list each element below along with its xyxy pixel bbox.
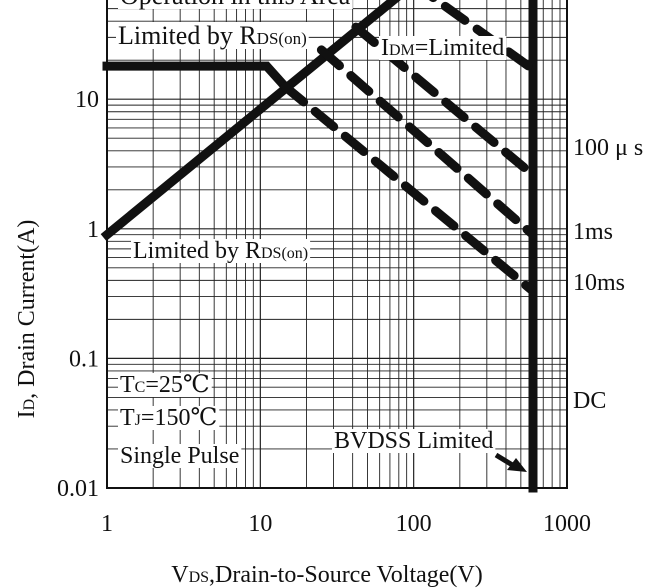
y-tick-label: 0.01 <box>57 476 99 502</box>
annotation-rds-mid-bg <box>131 239 311 263</box>
series-line <box>428 0 538 74</box>
series-line <box>102 61 292 93</box>
annotation-operation-bg <box>118 0 353 9</box>
series-line <box>280 82 538 296</box>
plot-border <box>106 0 568 489</box>
x-tick-label: 10 <box>248 511 272 537</box>
annotation-bvdss: BVDSS Limited <box>334 428 493 454</box>
annotation-idm: IDM=Limited <box>381 35 504 61</box>
x-tick-label: 100 <box>396 511 432 537</box>
y-tick-label: 1 <box>87 217 99 243</box>
annotation-tj-bg <box>118 406 220 430</box>
annotation-single-pulse: Single Pulse <box>120 443 239 469</box>
arrow-shaft <box>494 452 516 469</box>
x-axis-title: VDS,Drain-to-Source Voltage(V) <box>171 562 483 588</box>
annotation-bvdss-bg <box>332 429 496 453</box>
y-tick-label: 0.1 <box>69 346 99 372</box>
x-tick-label: 1000 <box>543 511 591 537</box>
x-tick-label: 1 <box>101 511 113 537</box>
series-layer <box>100 0 538 493</box>
series-line <box>316 45 538 240</box>
y-axis-title: ID, Drain Current(A) <box>14 220 40 419</box>
curve-label-lbl100us: 100 μ s <box>573 135 643 161</box>
annotation-rds-top-bg <box>116 22 309 49</box>
curve-label-lblDC: DC <box>573 388 606 414</box>
curve-label-lbl1ms: 1ms <box>573 219 613 245</box>
bvdss-arrow <box>494 452 527 472</box>
y-tick-label: 10 <box>75 87 99 113</box>
plot-frame <box>106 0 568 489</box>
arrow-head <box>507 458 527 472</box>
tick-labels: 11010010000.010.1110100VDS,Drain-to-Sour… <box>14 87 591 588</box>
annotation-rds-top: Limited by RDS(on) <box>118 21 307 50</box>
series-line <box>100 0 401 242</box>
annotation-idm-bg <box>379 36 507 60</box>
curve-label-lbl10ms: 10ms <box>573 270 625 296</box>
annotation-tc-bg <box>118 373 212 397</box>
annotation-tj: TJ=150℃ <box>120 405 217 431</box>
annotation-single-pulse-bg <box>118 444 242 468</box>
annotation-operation: Operation in this Area <box>120 0 351 10</box>
annotation-rds-mid: Limited by RDS(on) <box>133 238 308 264</box>
annotation-tc: TC=25℃ <box>120 372 210 398</box>
annotations: Operation in this Area Limited by RDS(on)… <box>116 0 643 469</box>
grid <box>106 0 567 489</box>
